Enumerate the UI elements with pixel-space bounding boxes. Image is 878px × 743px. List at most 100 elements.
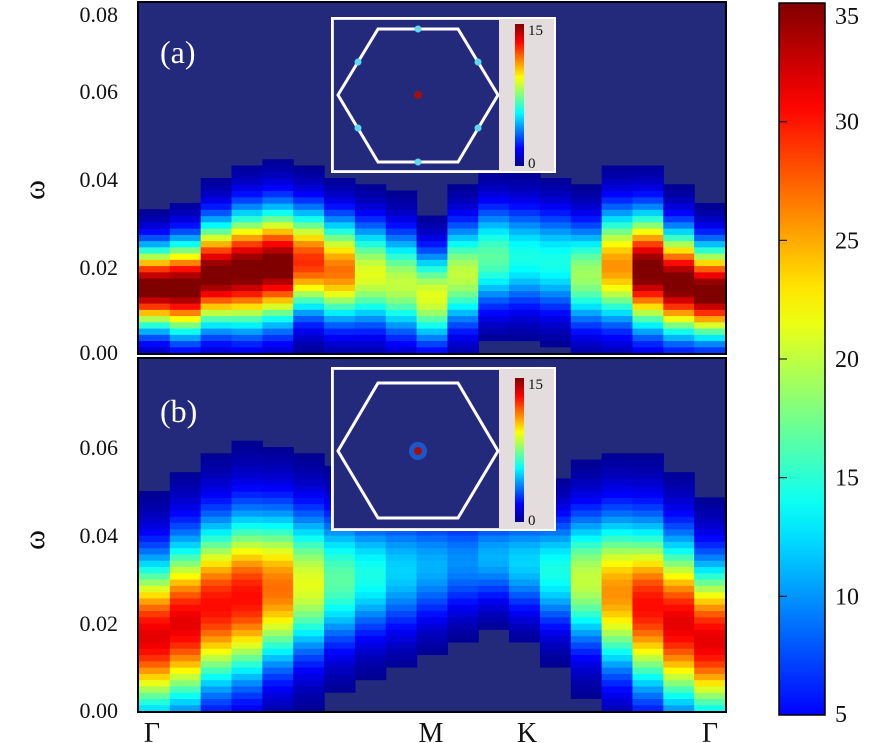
heatmap-cell [632, 296, 664, 304]
heatmap-cell [694, 692, 726, 700]
heatmap-cell [601, 541, 634, 549]
heatmap-cell [663, 591, 695, 599]
heatmap-cell [416, 528, 449, 536]
heatmap-cell [262, 616, 294, 624]
heatmap-cell [324, 315, 356, 323]
heatmap-cell [262, 629, 294, 637]
heatmap-cell [324, 253, 356, 260]
heatmap-cell [509, 271, 541, 279]
heatmap-cell [416, 315, 449, 323]
heatmap-cell [570, 566, 603, 574]
heatmap-cell [447, 278, 479, 285]
heatmap-cell [354, 253, 387, 260]
heatmap-cell [293, 541, 325, 549]
heatmap-cell [539, 604, 572, 612]
heatmap-cell [293, 303, 325, 310]
heatmap-cell [601, 698, 634, 706]
heatmap-cell [139, 698, 171, 706]
heatmap-cell [416, 334, 449, 342]
heatmap-cell [694, 541, 726, 549]
heatmap-cell [262, 215, 294, 223]
heatmap-cell [539, 641, 572, 649]
heatmap-cell [293, 253, 325, 260]
heatmap-cell [539, 623, 572, 630]
heatmap-cell [509, 597, 541, 605]
heatmap-cell [169, 340, 202, 348]
heatmap-cell [262, 171, 294, 179]
heatmap-cell [139, 660, 171, 668]
heatmap-cell [632, 209, 664, 217]
heatmap-cell [169, 648, 202, 656]
inset-a-brillouin-zone [336, 27, 500, 164]
heatmap-cell [293, 340, 325, 348]
heatmap-cell [139, 585, 171, 593]
heatmap-cell [324, 184, 356, 192]
heatmap-cell [509, 623, 541, 630]
heatmap-cell [324, 579, 356, 586]
heatmap-cell [139, 629, 171, 637]
heatmap-cell [169, 328, 202, 335]
heatmap-cell [694, 572, 726, 580]
heatmap-cell [324, 209, 356, 217]
heatmap-cell [478, 271, 510, 279]
heatmap-cell [293, 209, 325, 217]
heatmap-cell [139, 616, 171, 624]
heatmap-cell [324, 597, 356, 605]
heatmap-cell [694, 334, 726, 342]
heatmap-cell [385, 648, 418, 656]
heatmap-cell [694, 271, 726, 279]
heatmap-cell [385, 535, 418, 542]
heatmap-cell [447, 203, 479, 210]
heatmap-cell [324, 203, 356, 210]
heatmap-cell [169, 516, 202, 524]
heatmap-cell [169, 547, 202, 555]
heatmap-cell [200, 309, 233, 317]
heatmap-cell [324, 221, 356, 229]
heatmap-cell [601, 453, 634, 461]
heatmap-cell [601, 528, 634, 536]
heatmap-cell [601, 472, 634, 480]
heatmap-cell [200, 685, 233, 693]
heatmap-cell [539, 303, 572, 310]
heatmap-cell [324, 604, 356, 612]
heatmap-cell [416, 253, 449, 260]
panel-b-heatmap [139, 440, 726, 712]
heatmap-cell [416, 623, 449, 630]
heatmap-cell [570, 328, 603, 335]
heatmap-cell [262, 698, 294, 706]
heatmap-cell [231, 698, 263, 706]
heatmap-cell [601, 692, 634, 700]
heatmap-cell [601, 203, 634, 210]
heatmap-cell [354, 303, 387, 310]
heatmap-cell [632, 560, 664, 568]
heatmap-cell [139, 604, 171, 612]
heatmap-cell [200, 667, 233, 674]
heatmap-cell [385, 591, 418, 599]
heatmap-cell [694, 246, 726, 254]
heatmap-cell [570, 234, 603, 242]
heatmap-cell [324, 215, 356, 223]
heatmap-cell [354, 660, 387, 668]
heatmap-cell [632, 221, 664, 229]
heatmap-cell [663, 547, 695, 555]
heatmap-cell [632, 585, 664, 593]
heatmap-cell [694, 221, 726, 229]
heatmap-cell [632, 516, 664, 524]
heatmap-cell [200, 259, 233, 267]
heatmap-cell [416, 234, 449, 242]
heatmap-cell [262, 472, 294, 480]
heatmap-cell [663, 535, 695, 542]
heatmap-cell [293, 453, 325, 461]
heatmap-cell [509, 228, 541, 235]
heatmap-cell [632, 334, 664, 342]
heatmap-cell [385, 290, 418, 298]
heatmap-cell [354, 566, 387, 574]
heatmap-cell [416, 597, 449, 605]
heatmap-cell [385, 296, 418, 304]
heatmap-cell [324, 585, 356, 593]
heatmap-cell [169, 553, 202, 561]
heatmap-cell [416, 228, 449, 235]
heatmap-cell [539, 234, 572, 242]
heatmap-cell [231, 240, 263, 248]
heatmap-cell [632, 484, 664, 492]
